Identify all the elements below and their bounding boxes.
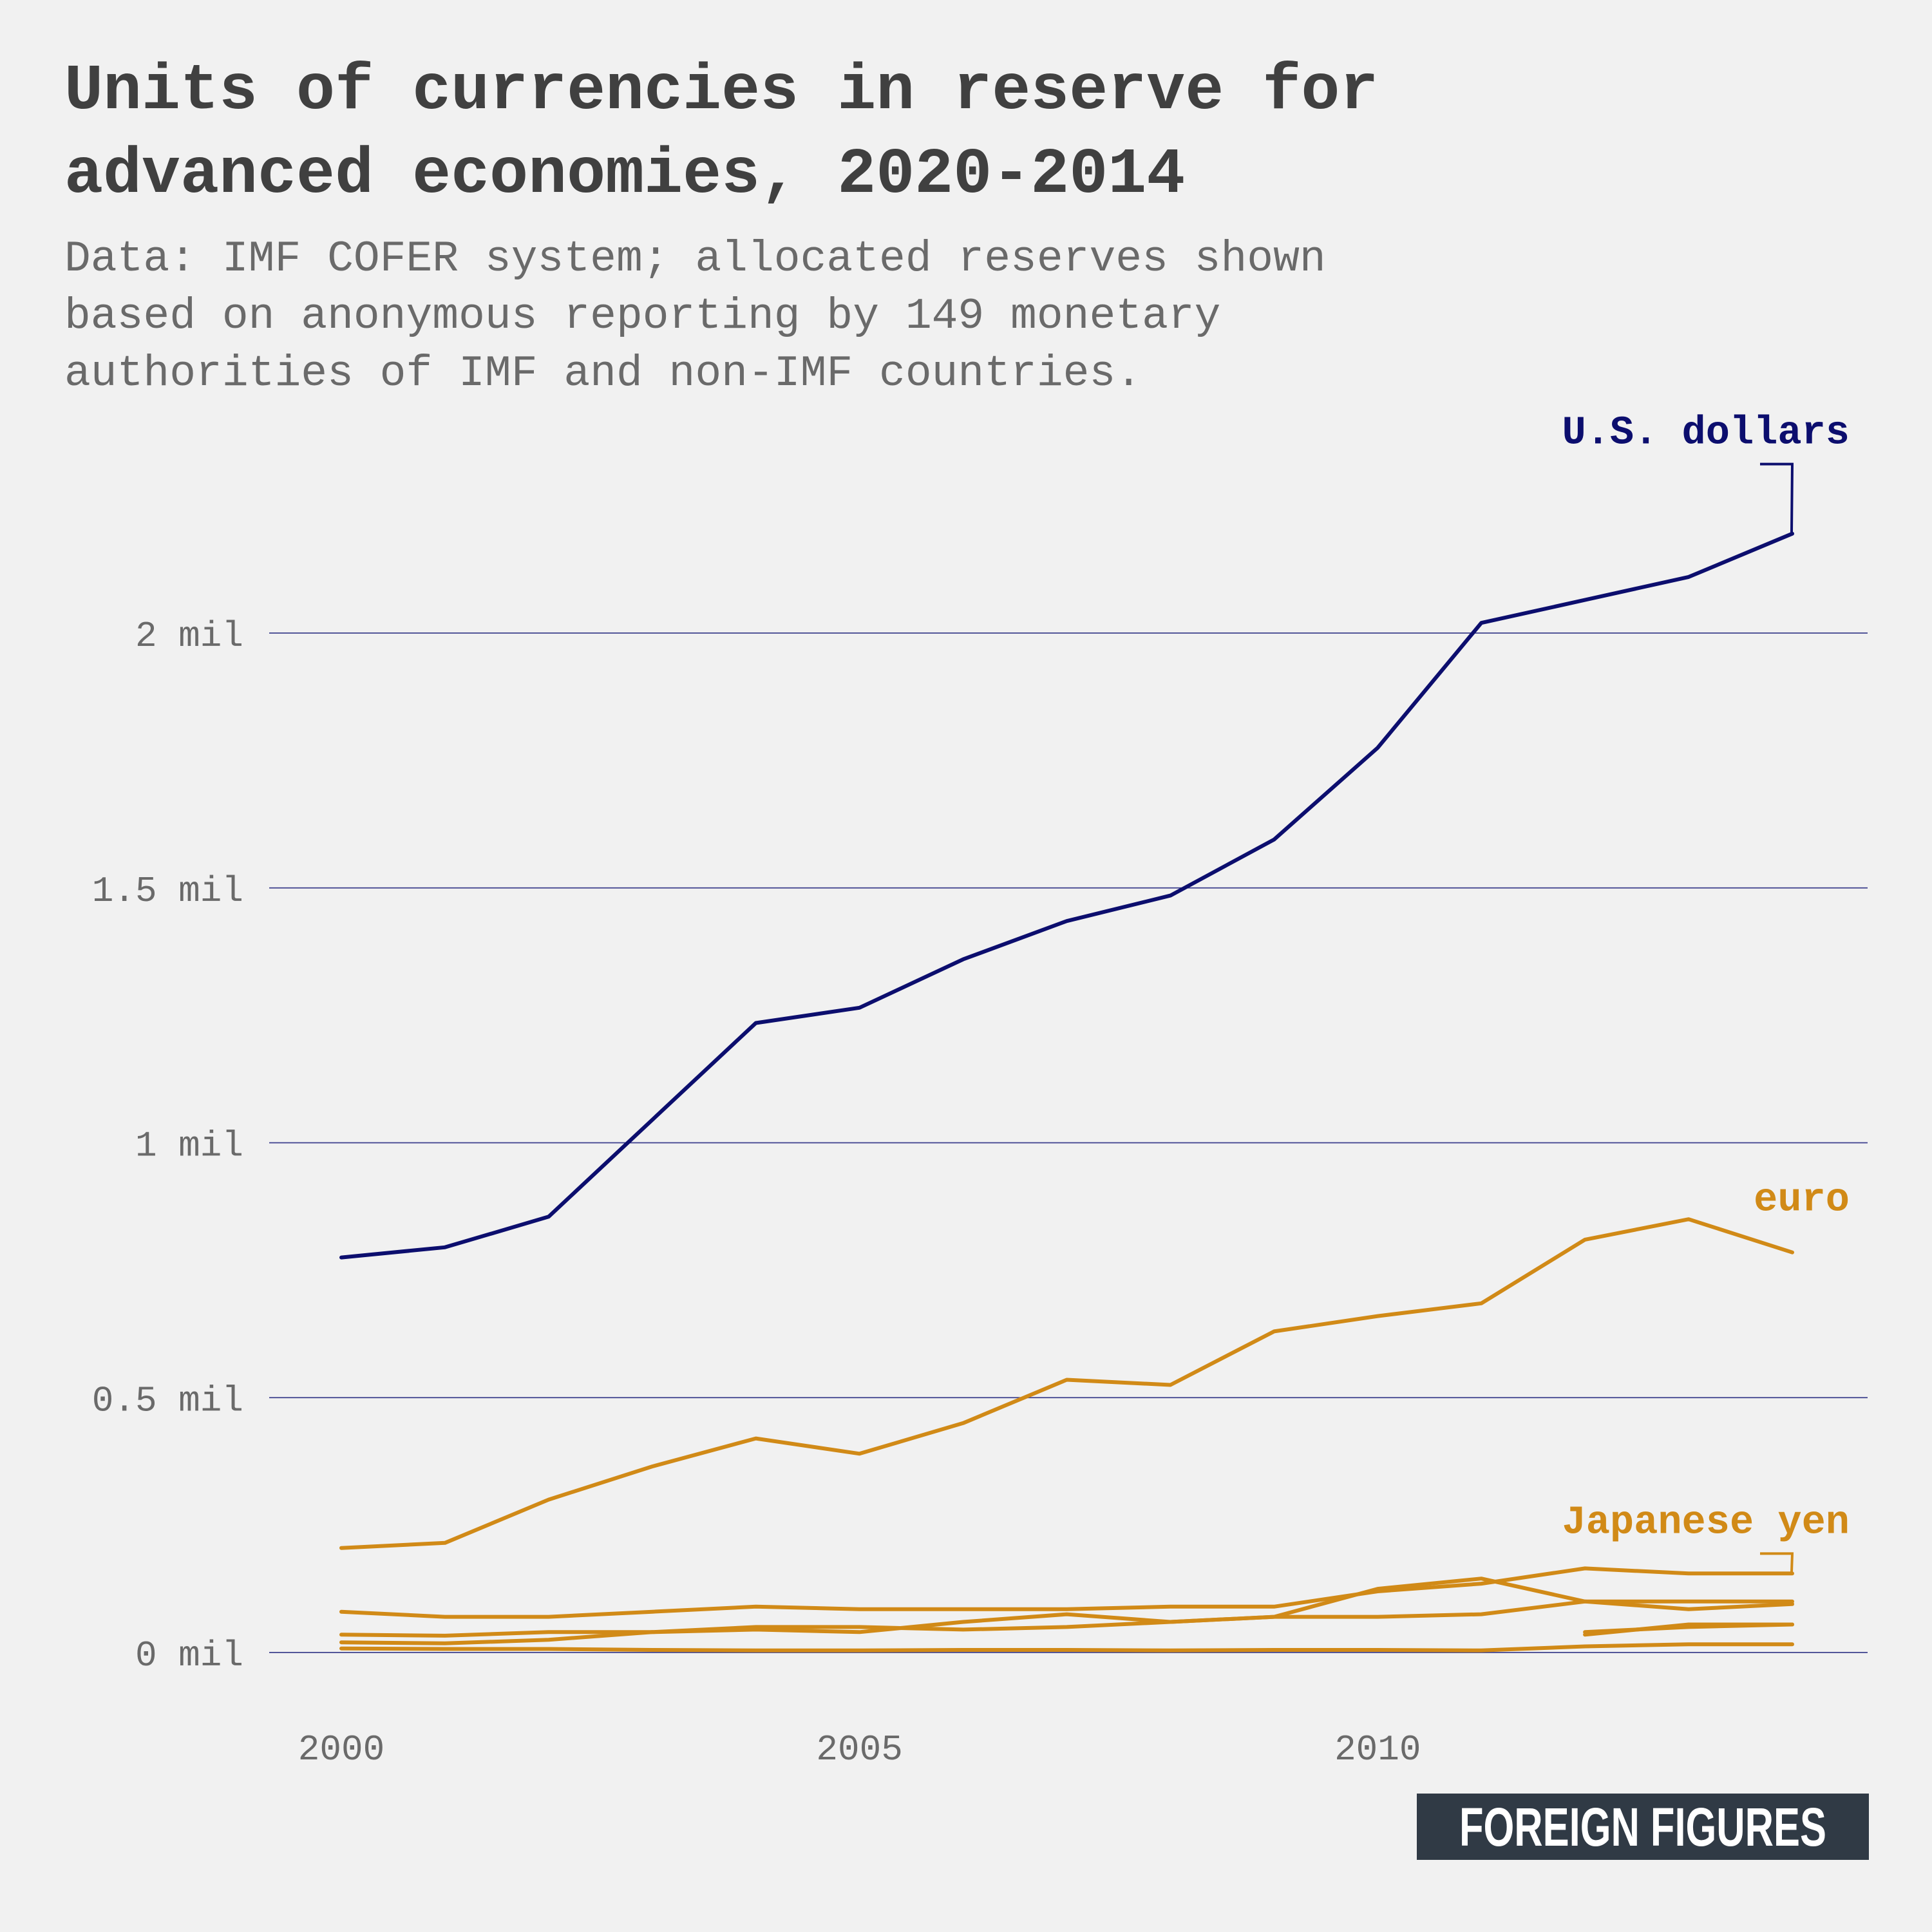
- gridlines: [269, 632, 1868, 1653]
- series-line-currency-3: [339, 1599, 1794, 1638]
- subtitle-line: authorities of IMF and non-IMF countries…: [64, 349, 1142, 399]
- chart-subtitle: Data: IMF COFER system; allocated reserv…: [64, 234, 1326, 399]
- series-line-japanese-yen: [339, 1566, 1794, 1619]
- y-tick-label: 2 mil: [135, 616, 243, 657]
- series-line-currency-5: [339, 1642, 1794, 1653]
- x-tick-label: 2000: [298, 1729, 384, 1770]
- subtitle-line: Data: IMF COFER system; allocated reserv…: [64, 234, 1326, 284]
- series-line-currency-6: [1583, 1622, 1794, 1637]
- chart-title: Units of currencies in reserve for advanc…: [64, 55, 1378, 212]
- brand-badge-background: [1417, 1794, 1869, 1860]
- y-tick-label: 1 mil: [135, 1126, 243, 1167]
- x-axis-tick-labels: 2000 2005 2010: [298, 1729, 1421, 1770]
- y-tick-label: 1.5 mil: [92, 871, 243, 912]
- series-line-euro: [339, 1217, 1794, 1550]
- brand-logo-text: FOREIGN FIGURES: [1459, 1797, 1826, 1857]
- series-lines: [339, 531, 1794, 1653]
- x-tick-label: 2005: [816, 1729, 902, 1770]
- series-label: euro: [1754, 1177, 1850, 1223]
- series-line-currency-4: [339, 1577, 1794, 1645]
- y-axis-tick-labels: 0 mil 0.5 mil 1 mil 1.5 mil 2 mil: [92, 616, 243, 1676]
- y-tick-label: 0 mil: [135, 1635, 243, 1676]
- y-tick-label: 0.5 mil: [92, 1380, 243, 1421]
- subtitle-line: based on anonymous reporting by 149 mone…: [64, 292, 1221, 341]
- title-line: advanced economies, 2020-2014: [64, 139, 1185, 212]
- title-line: Units of currencies in reserve for: [64, 55, 1378, 128]
- brand-badge: FOREIGN FIGURES: [1417, 1794, 1869, 1860]
- series-label: U.S. dollars: [1562, 410, 1850, 456]
- series-line-u-s-dollars: [339, 531, 1794, 1260]
- x-tick-label: 2010: [1334, 1729, 1421, 1770]
- series-label-leader: [1760, 462, 1794, 533]
- series-label-leader: [1760, 1552, 1794, 1573]
- series-label: Japanese yen: [1562, 1499, 1850, 1545]
- series-labels: U.S. dollars euro Japanese yen: [1562, 410, 1850, 1573]
